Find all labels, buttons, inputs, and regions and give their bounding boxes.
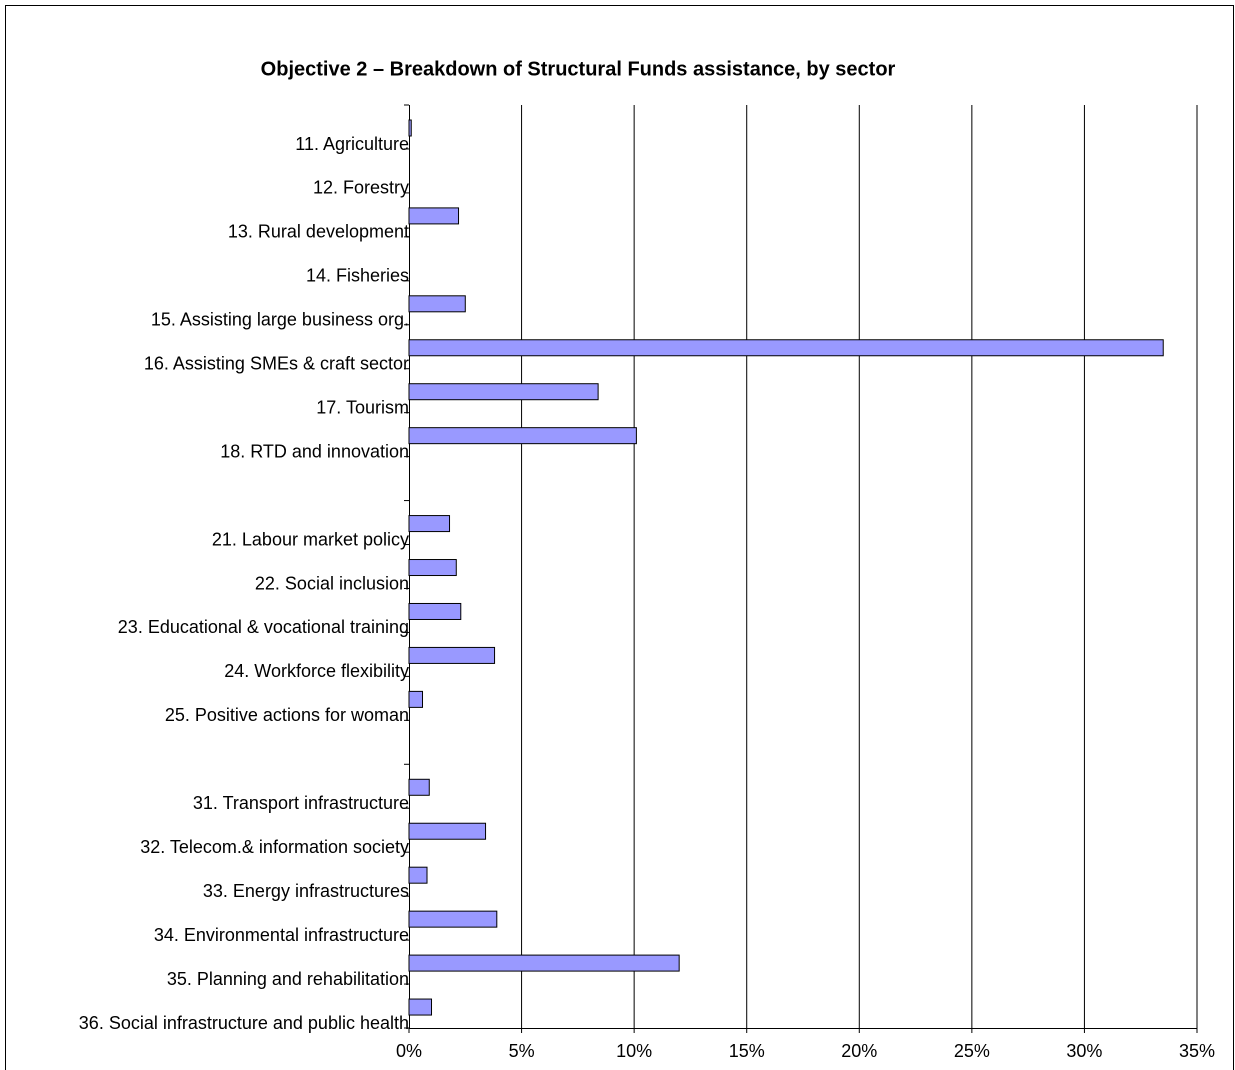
y-tick-label: 16. Assisting SMEs & craft sector	[144, 354, 409, 374]
x-tick-label: 30%	[1066, 1041, 1102, 1061]
y-tick-label: 25. Positive actions for woman	[165, 705, 409, 725]
y-tick-label: 11. Agriculture	[295, 134, 409, 154]
bar	[408, 559, 457, 577]
x-tick-label: 20%	[841, 1041, 877, 1061]
bar	[408, 822, 487, 840]
x-tick-label: 0%	[396, 1041, 422, 1061]
bar	[408, 602, 462, 620]
bar	[408, 295, 466, 313]
bar	[408, 339, 1164, 357]
y-tick-label: 32. Telecom.& information society	[140, 837, 409, 857]
bar	[408, 690, 424, 708]
bar	[408, 910, 498, 928]
y-tick-label: 23. Educational & vocational training	[118, 617, 409, 637]
y-tick-label: 31. Transport infrastructure	[193, 793, 409, 813]
bar	[408, 515, 451, 533]
bar	[408, 998, 433, 1016]
y-tick-label: 12. Forestry	[313, 178, 409, 198]
bar	[408, 119, 412, 137]
y-tick-label: 34. Environmental infrastructure	[154, 925, 409, 945]
x-tick-label: 15%	[729, 1041, 765, 1061]
bar	[408, 866, 428, 884]
y-tick-label: 35. Planning and rehabilitation	[167, 969, 409, 989]
y-tick-label: 17. Tourism	[316, 397, 409, 417]
x-tick-label: 35%	[1179, 1041, 1215, 1061]
bar	[408, 427, 637, 445]
bar	[408, 646, 496, 664]
bar	[408, 207, 460, 225]
y-tick-label: 21. Labour market policy	[212, 529, 409, 549]
chart-title: Objective 2 – Breakdown of Structural Fu…	[261, 58, 896, 80]
x-tick-label: 10%	[616, 1041, 652, 1061]
x-tick-label: 5%	[509, 1041, 535, 1061]
y-tick-label: 22. Social inclusion	[255, 573, 409, 593]
y-tick-label: 18. RTD and innovation	[220, 441, 409, 461]
bar	[408, 778, 430, 796]
y-tick-label: 24. Workforce flexibility	[224, 661, 409, 681]
bar	[408, 383, 599, 401]
y-tick-label: 15. Assisting large business org.	[151, 310, 409, 330]
y-tick-label: 14. Fisheries	[306, 266, 409, 286]
y-tick-label: 13. Rural development	[228, 222, 409, 242]
y-tick-label: 33. Energy infrastructures	[203, 881, 409, 901]
x-tick-label: 25%	[954, 1041, 990, 1061]
y-tick-label: 36. Social infrastructure and public hea…	[79, 1013, 409, 1033]
chart-frame	[5, 5, 1234, 1070]
bar	[408, 954, 680, 972]
